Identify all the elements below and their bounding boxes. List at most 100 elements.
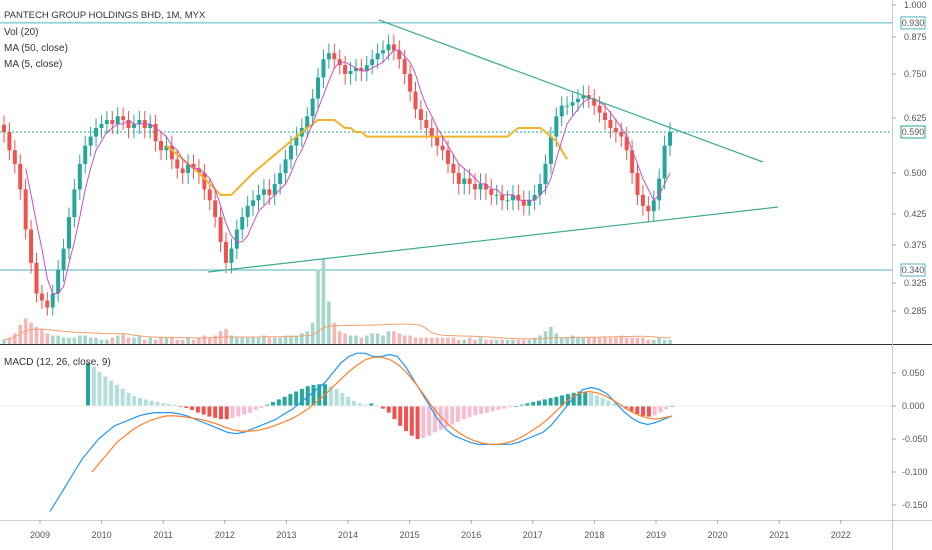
candle-body <box>424 120 429 128</box>
macd-histogram-bar <box>467 406 472 418</box>
candle-body <box>245 205 250 218</box>
candle-body <box>402 59 407 74</box>
volume-bar <box>186 337 190 344</box>
volume-bar <box>262 335 266 344</box>
volume-bar <box>294 335 299 344</box>
volume-bar <box>581 337 586 344</box>
volume-bar <box>614 337 618 344</box>
candle-body <box>72 189 77 218</box>
candle-body <box>153 124 158 142</box>
candle-body <box>229 248 234 263</box>
macd-histogram-bar <box>508 406 513 408</box>
time-tick-label: 2016 <box>461 530 481 540</box>
macd-histogram-bar <box>242 406 247 415</box>
macd-tick-label: 0.050 <box>902 368 925 378</box>
volume-bar <box>110 337 115 344</box>
macd-histogram-bar <box>351 400 356 406</box>
candle-body <box>381 50 386 54</box>
candle-body <box>283 159 288 173</box>
macd-histogram-bar <box>404 406 409 432</box>
candle-body <box>50 293 55 308</box>
price-badge-box <box>900 263 926 277</box>
candle-body <box>581 95 586 99</box>
candle-body <box>651 200 656 212</box>
volume-bar <box>619 335 624 344</box>
volume-bar <box>408 335 412 344</box>
candle-body <box>261 189 266 195</box>
candle-body <box>456 173 461 184</box>
macd-histogram-bar <box>583 391 588 406</box>
candle-body <box>494 194 499 196</box>
candle-body <box>554 116 559 137</box>
ma5-line <box>25 49 671 294</box>
volume-bar <box>435 337 439 344</box>
volume-bar <box>370 333 374 344</box>
price-badge-label: 0.930 <box>902 18 925 28</box>
volume-bar <box>175 339 180 344</box>
volume-bar <box>99 339 104 344</box>
volume-bar <box>467 337 472 344</box>
candle-body <box>121 116 126 120</box>
volume-bar <box>494 339 499 344</box>
candle-body <box>640 194 645 206</box>
volume-bar <box>381 335 385 344</box>
macd-histogram-bar <box>456 406 461 422</box>
macd-histogram-bar <box>612 403 617 406</box>
chart-title: PANTECH GROUP HOLDINGS BHD, 1M, MYX <box>4 10 206 21</box>
volume-bar <box>484 339 488 344</box>
time-tick-label: 2018 <box>584 530 604 540</box>
volume-bar <box>348 335 353 344</box>
candle-body <box>510 194 515 201</box>
macd-histogram-bar <box>542 399 547 406</box>
volume-bar <box>419 337 423 344</box>
candle-body <box>489 189 494 195</box>
volume-bar <box>170 337 174 344</box>
candle-body <box>186 163 191 173</box>
volume-bar <box>538 335 542 344</box>
volume-bar <box>202 335 207 344</box>
volume-bar <box>511 339 515 344</box>
candle-body <box>538 183 543 195</box>
macd-histogram-bar <box>398 406 403 426</box>
price-badge-label: 0.590 <box>902 127 925 137</box>
volume-bar <box>164 337 169 344</box>
candle-body <box>473 183 478 190</box>
volume-bar <box>413 337 418 344</box>
volume-bar <box>94 337 98 344</box>
volume-bar <box>424 337 429 344</box>
macd-histogram-bar <box>484 406 489 413</box>
volume-bar <box>191 339 196 344</box>
candle-body <box>104 120 109 124</box>
candle-body <box>169 145 174 160</box>
candle-body <box>668 132 672 146</box>
candle-body <box>164 145 169 151</box>
legend-ma5: MA (5, close) <box>4 59 63 70</box>
macd-histogram-bar <box>184 406 189 408</box>
trendline-lower <box>207 206 779 273</box>
candle-body <box>575 98 580 103</box>
price-badge-label: 0.340 <box>902 265 925 275</box>
candle-body <box>435 136 440 146</box>
volume-bar <box>576 337 580 344</box>
time-tick-label: 2013 <box>276 530 296 540</box>
legend-vol: Vol (20) <box>4 27 39 38</box>
price-tick-label: 0.285 <box>904 306 927 316</box>
macd-histogram-bar <box>103 376 108 406</box>
candle-body <box>565 105 570 107</box>
volume-bar <box>462 339 467 344</box>
volume-bar <box>522 339 526 344</box>
volume-bar <box>446 337 450 344</box>
macd-histogram-bar <box>490 406 495 412</box>
candle-body <box>532 194 537 201</box>
candle-body <box>218 217 223 242</box>
macd-histogram-bar <box>149 400 154 406</box>
candle-body <box>207 189 212 201</box>
candle-body <box>408 74 413 92</box>
macd-histogram-bar <box>259 406 264 408</box>
volume-bar <box>310 322 315 344</box>
macd-histogram-bar <box>525 403 530 406</box>
volume-bar <box>115 335 120 344</box>
volume-bar <box>72 337 77 344</box>
macd-histogram-bar <box>444 406 449 428</box>
